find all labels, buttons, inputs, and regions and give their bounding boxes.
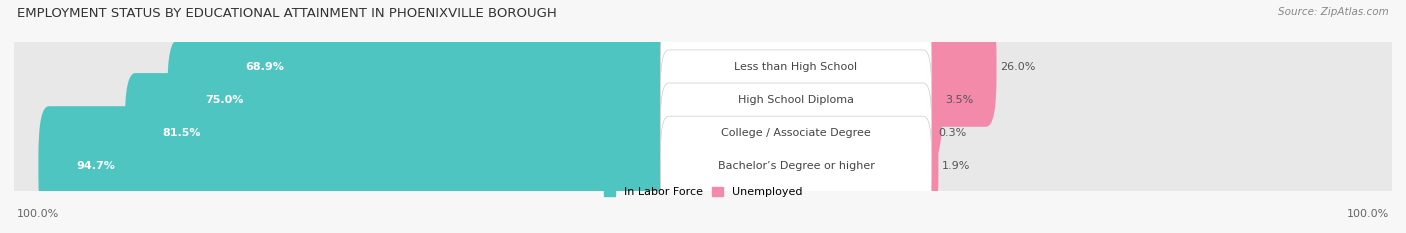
FancyBboxPatch shape [912, 106, 938, 226]
FancyBboxPatch shape [661, 17, 932, 117]
Text: 1.9%: 1.9% [942, 161, 970, 171]
Text: College / Associate Degree: College / Associate Degree [721, 128, 870, 138]
Text: 0.3%: 0.3% [938, 128, 966, 138]
Text: 100.0%: 100.0% [1347, 209, 1389, 219]
FancyBboxPatch shape [661, 83, 932, 183]
FancyBboxPatch shape [661, 116, 932, 216]
FancyBboxPatch shape [7, 22, 1399, 178]
FancyBboxPatch shape [7, 88, 1399, 233]
Text: EMPLOYMENT STATUS BY EDUCATIONAL ATTAINMENT IN PHOENIXVILLE BOROUGH: EMPLOYMENT STATUS BY EDUCATIONAL ATTAINM… [17, 7, 557, 20]
Text: 3.5%: 3.5% [946, 95, 974, 105]
FancyBboxPatch shape [167, 40, 679, 160]
FancyBboxPatch shape [38, 106, 679, 226]
Legend: In Labor Force, Unemployed: In Labor Force, Unemployed [603, 187, 803, 197]
FancyBboxPatch shape [912, 40, 942, 160]
Text: 75.0%: 75.0% [205, 95, 243, 105]
FancyBboxPatch shape [912, 73, 938, 193]
Text: 94.7%: 94.7% [76, 161, 115, 171]
Text: High School Diploma: High School Diploma [738, 95, 853, 105]
FancyBboxPatch shape [207, 7, 679, 127]
Text: 26.0%: 26.0% [1000, 62, 1035, 72]
FancyBboxPatch shape [7, 55, 1399, 211]
Text: 100.0%: 100.0% [17, 209, 59, 219]
Text: Less than High School: Less than High School [734, 62, 858, 72]
FancyBboxPatch shape [661, 50, 932, 150]
Text: Bachelor’s Degree or higher: Bachelor’s Degree or higher [717, 161, 875, 171]
Text: Source: ZipAtlas.com: Source: ZipAtlas.com [1278, 7, 1389, 17]
Text: 81.5%: 81.5% [163, 128, 201, 138]
FancyBboxPatch shape [125, 73, 679, 193]
Text: 68.9%: 68.9% [245, 62, 284, 72]
FancyBboxPatch shape [7, 0, 1399, 145]
FancyBboxPatch shape [912, 7, 997, 127]
